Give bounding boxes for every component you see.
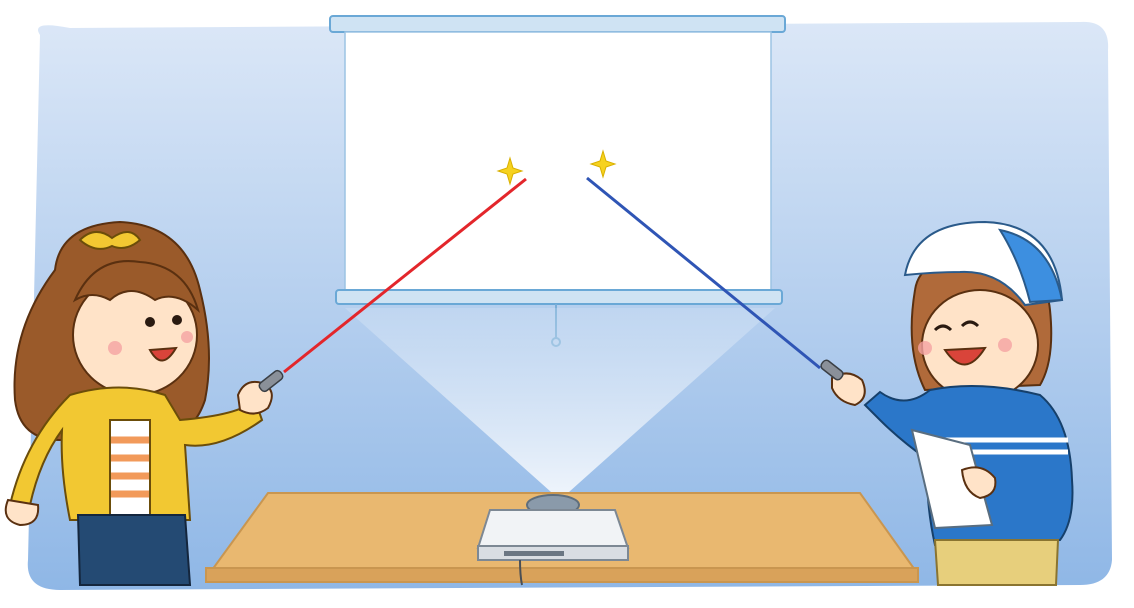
projector (476, 494, 630, 586)
background-wall (27, 21, 1112, 590)
boy-character (820, 220, 1074, 586)
screen-surface (344, 31, 772, 295)
boy-eye-left (933, 324, 953, 332)
table-edge (205, 567, 919, 583)
girl-laser-pointer (258, 369, 284, 393)
girl-hand-left (4, 498, 40, 527)
blue-laser-sparkle-icon (589, 149, 617, 179)
girl-eye-left (145, 317, 155, 327)
girl-pants (76, 514, 192, 586)
boy-hand-pointer (831, 372, 866, 407)
blue-laser-beam (586, 176, 821, 370)
girl-cheek-left (108, 341, 122, 355)
red-laser-beam (283, 177, 527, 374)
girl-character (4, 220, 284, 586)
girl-headband-bow (78, 231, 142, 250)
girl-cheek-right (181, 331, 193, 343)
boy-cap-panel (997, 228, 1064, 304)
red-laser-sparkle-icon (496, 156, 524, 186)
boy-eye-right (960, 320, 980, 328)
projector-body (476, 509, 630, 549)
projection-screen (329, 15, 786, 347)
boy-face (921, 289, 1039, 401)
boy-hand-paper (960, 466, 997, 500)
boy-paper (910, 428, 994, 530)
screen-top-roller (329, 15, 786, 33)
projector-vent (504, 551, 564, 556)
girl-mouth (148, 346, 178, 362)
screen-bottom-bar (335, 289, 783, 305)
boy-pants (933, 539, 1060, 586)
girl-shirt-stripes (83, 436, 177, 498)
boy-mouth (943, 346, 987, 366)
boy-cheek-left (918, 341, 932, 355)
boy-cheek-right (998, 338, 1012, 352)
projector-light-beam (345, 308, 775, 500)
girl-eye-right (172, 315, 182, 325)
girl-bangs (72, 260, 200, 313)
boy-laser-pointer (820, 359, 844, 381)
projector-cable (519, 559, 523, 586)
